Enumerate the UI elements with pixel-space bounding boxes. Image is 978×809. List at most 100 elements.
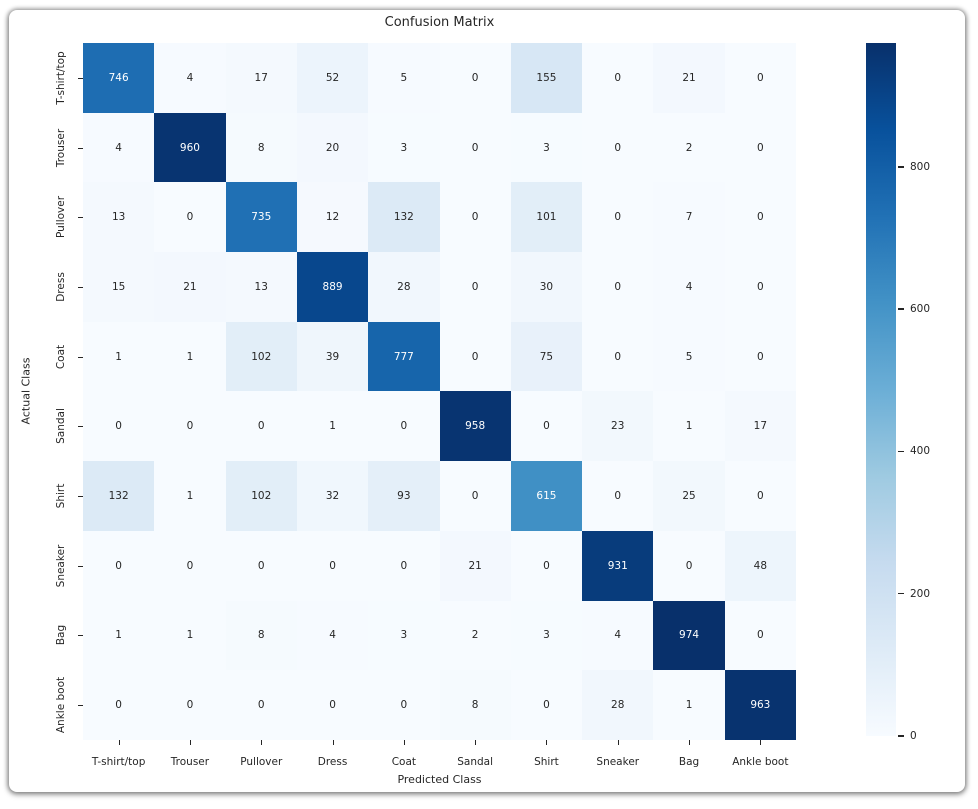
heatmap-cell: 75	[510, 321, 583, 392]
x-tick-label: Pullover	[240, 756, 283, 768]
heatmap-cell: 17	[225, 43, 297, 113]
heatmap-cell: 5	[653, 321, 725, 392]
heatmap-cell: 0	[439, 43, 511, 113]
heatmap-cell: 3	[368, 600, 440, 671]
chart-title: Confusion Matrix	[384, 15, 495, 30]
heatmap-cell: 4	[83, 112, 155, 183]
heatmap-cell: 960	[154, 112, 226, 183]
heatmap-cell: 0	[582, 43, 654, 113]
heatmap-cell: 958	[439, 391, 511, 462]
heatmap-cell: 0	[439, 321, 511, 392]
y-tick-label: Ankle boot	[55, 677, 67, 734]
x-tick-label: Ankle boot	[732, 756, 789, 768]
x-tick-mark	[403, 740, 405, 745]
y-tick-mark	[78, 356, 83, 358]
heatmap-cell: 3	[368, 112, 440, 183]
x-tick-mark	[689, 740, 691, 745]
heatmap-cell: 12	[296, 182, 369, 253]
heatmap-cell: 1	[83, 321, 155, 392]
x-tick-mark	[475, 740, 477, 745]
x-tick-mark	[617, 740, 619, 745]
heatmap-cell: 0	[225, 530, 297, 601]
x-tick-label: T-shirt/top	[91, 756, 146, 768]
colorbar-tick-label: 0	[910, 730, 917, 742]
heatmap-cell: 0	[653, 530, 725, 601]
heatmap-cell: 4	[582, 600, 654, 671]
colorbar-tick-mark	[898, 166, 904, 168]
heatmap-cell: 963	[724, 670, 796, 740]
heatmap-cell: 4	[154, 43, 226, 113]
y-tick-mark	[78, 565, 83, 567]
heatmap-cell: 1	[83, 600, 155, 671]
heatmap-cell: 102	[225, 461, 297, 531]
heatmap-cell: 0	[368, 670, 440, 740]
x-tick-mark	[760, 740, 762, 745]
heatmap-cell: 1	[653, 670, 725, 740]
heatmap-cell: 8	[225, 112, 297, 183]
heatmap-cell: 615	[510, 461, 583, 531]
heatmap-cell: 0	[582, 182, 654, 253]
y-tick-label: Coat	[55, 344, 67, 369]
heatmap-cell: 0	[439, 112, 511, 183]
heatmap-cell: 32	[296, 461, 369, 531]
heatmap-cell: 0	[724, 461, 796, 531]
heatmap-cell: 0	[724, 600, 796, 671]
y-tick-mark	[78, 635, 83, 637]
y-tick-label: T-shirt/top	[55, 51, 67, 105]
y-tick-label: Trouser	[55, 128, 67, 167]
heatmap-cell: 21	[653, 43, 725, 113]
x-tick-label: Shirt	[534, 756, 559, 768]
y-tick-mark	[78, 147, 83, 149]
heatmap-cell: 30	[510, 252, 583, 322]
y-tick-label: Dress	[55, 272, 67, 302]
heatmap-cell: 0	[724, 43, 796, 113]
heatmap-cell: 3	[510, 112, 583, 183]
heatmap-cell: 0	[296, 530, 369, 601]
heatmap-cell: 23	[582, 391, 654, 462]
heatmap-cell: 0	[368, 391, 440, 462]
x-axis-label: Predicted Class	[397, 773, 482, 786]
heatmap-cell: 0	[225, 670, 297, 740]
heatmap-cell: 0	[368, 530, 440, 601]
heatmap-cell: 132	[368, 182, 440, 253]
y-tick-mark	[78, 217, 83, 219]
heatmap-cell: 735	[225, 182, 297, 253]
heatmap-cell: 777	[368, 321, 440, 392]
heatmap-cell: 0	[582, 321, 654, 392]
confusion-matrix-heatmap: 746 4 17 52 5 0 155 0 21 0 4 960 8 20 3 0 3 0 2 0 13 0 735 12 13…	[83, 43, 796, 740]
colorbar-tick-mark	[898, 735, 904, 737]
heatmap-cell: 8	[439, 670, 511, 740]
heatmap-cell: 4	[653, 252, 725, 322]
heatmap-cell: 1	[154, 461, 226, 531]
heatmap-cell: 28	[582, 670, 654, 740]
heatmap-cell: 28	[368, 252, 440, 322]
heatmap-cell: 889	[296, 252, 369, 322]
heatmap-cell: 0	[582, 252, 654, 322]
heatmap-cell: 17	[724, 391, 796, 462]
heatmap-cell: 0	[582, 112, 654, 183]
x-tick-mark	[261, 740, 263, 745]
heatmap-cell: 1	[154, 600, 226, 671]
heatmap-cell: 0	[154, 530, 226, 601]
heatmap-cell: 0	[83, 391, 155, 462]
heatmap-cell: 102	[225, 321, 297, 392]
heatmap-cell: 931	[582, 530, 654, 601]
x-tick-mark	[189, 740, 191, 745]
heatmap-cell: 0	[296, 670, 369, 740]
heatmap-cell: 0	[724, 182, 796, 253]
y-tick-mark	[78, 77, 83, 79]
heatmap-cell: 974	[653, 600, 725, 671]
colorbar-tick-mark	[898, 592, 904, 595]
heatmap-cell: 0	[724, 112, 796, 183]
heatmap-cell: 48	[724, 530, 796, 601]
heatmap-cell: 8	[225, 600, 297, 671]
colorbar-tick-label: 400	[910, 445, 931, 458]
x-tick-label: Coat	[391, 756, 416, 768]
heatmap-cell: 3	[510, 600, 583, 671]
heatmap-cell: 25	[653, 461, 725, 531]
heatmap-cell: 0	[154, 182, 226, 253]
heatmap-cell: 52	[296, 43, 369, 113]
heatmap-cell: 93	[368, 461, 440, 531]
heatmap-cell: 1	[296, 391, 369, 462]
heatmap-cell: 13	[83, 182, 155, 253]
